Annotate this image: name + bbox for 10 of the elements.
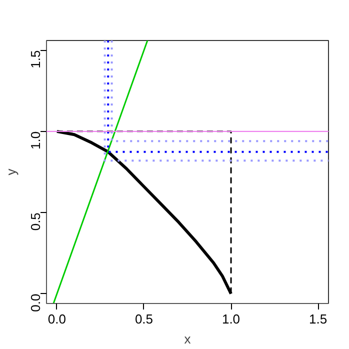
- y-axis-title: y: [4, 168, 18, 176]
- y-tick-label: 1.0: [28, 131, 43, 150]
- y-tick-label: 0.5: [28, 212, 43, 231]
- x-tick-label: 1.5: [309, 312, 328, 326]
- x-tick-label: 1.0: [222, 312, 240, 326]
- y-tick-label: 1.5: [28, 50, 43, 68]
- x-tick-label: 0.5: [134, 312, 154, 326]
- x-tick-label: 0.0: [48, 312, 66, 326]
- x-axis-title: x: [184, 332, 192, 346]
- y-tick-label: 0.0: [28, 294, 43, 312]
